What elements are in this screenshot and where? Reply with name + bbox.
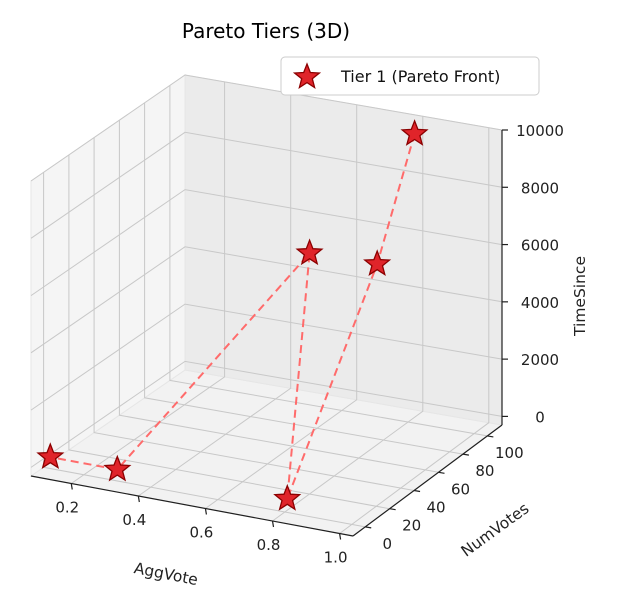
legend: Tier 1 (Pareto Front) [280,56,540,96]
z-tick-label: 4000 [521,294,559,312]
z-gridline [30,189,503,297]
x-gridline [71,81,226,484]
star-marker [36,442,65,470]
legend-box [280,56,540,96]
y-tick-label: 80 [475,462,494,480]
y-tick [438,471,445,474]
x-gridline [339,127,490,534]
axis-lines [30,130,503,537]
x-tick-label: 0.4 [122,511,146,529]
y-tick-label: 40 [427,499,446,517]
x-tick [271,520,275,528]
y-gridline [118,120,439,473]
x-tick [70,483,73,490]
y-tick-label: 20 [402,517,421,535]
z-gridline [30,303,503,411]
z-gridline [30,360,503,468]
star-marker [400,119,429,146]
series-lines [50,133,416,500]
legend-star [292,62,322,89]
x-axis-line [30,475,354,537]
x-tick-label: 0.6 [189,524,213,542]
y-axis-line [352,424,503,537]
chart-title: Pareto Tiers (3D) [182,19,350,43]
y-tick [487,435,494,438]
z-gridline [30,246,503,354]
z-tick-label: 0 [535,408,545,426]
legend-entry-label: Tier 1 (Pareto Front) [340,67,500,86]
data-markers [36,119,429,511]
y-tick-label: 60 [451,480,470,498]
y-gridline [68,154,390,510]
y-tick [462,453,470,456]
legend-star-marker [292,62,322,89]
back-wall-pane [184,74,503,426]
y-gridline [169,85,488,437]
x-gridline [205,104,358,509]
y-tick [413,489,421,493]
series-line [50,133,416,500]
x-axis-label: AggVote [132,559,199,589]
star-marker [273,483,302,511]
tick-marks [70,129,508,540]
star-marker [295,238,324,266]
x-tick-label: 0.8 [257,536,281,554]
star-marker [363,249,392,277]
z-tick-label: 10000 [516,122,564,140]
y-gridline [144,102,463,455]
x-tick-label: 1.0 [324,549,348,567]
z-axis-label: TimeSince [571,256,589,337]
y-axis-label: NumVotes [458,499,533,560]
x-tick-label: 0.2 [55,499,79,517]
y-tick-label: 100 [495,444,524,462]
z-tick-label: 2000 [521,351,559,369]
z-tick-label: 8000 [521,179,559,197]
z-gridline [30,131,503,239]
x-gridline [138,93,292,497]
x-tick [137,495,140,503]
x-tick [338,533,342,540]
x-tick [204,508,208,515]
z-gridline [30,74,503,182]
y-tick [389,508,396,511]
z-tick-label: 6000 [521,237,559,255]
y-tick [365,526,372,529]
y-gridline [93,137,415,491]
y-tick-label: 0 [382,535,392,553]
star-marker [103,454,132,482]
x-gridline [272,116,424,522]
